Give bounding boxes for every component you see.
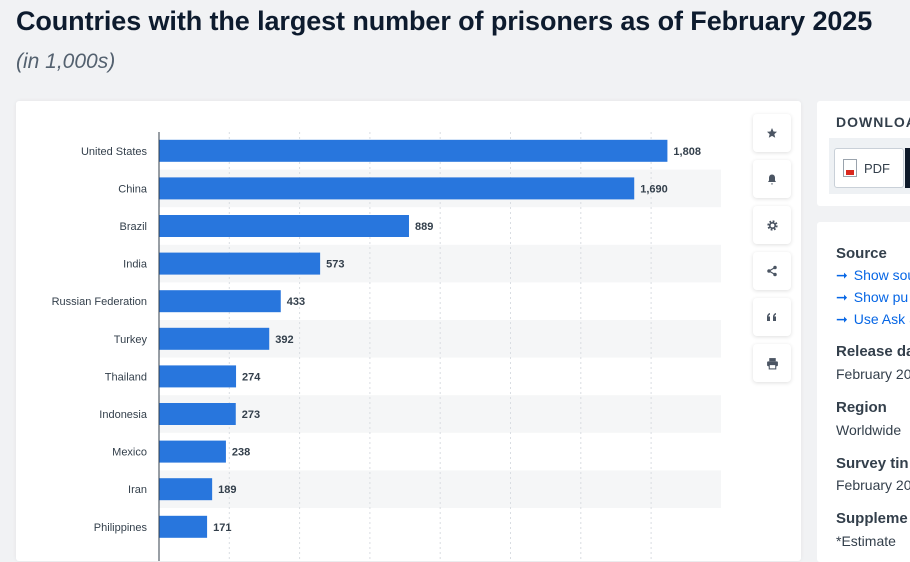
settings-button[interactable] xyxy=(753,206,791,244)
category-label: Indonesia xyxy=(99,409,148,421)
bar xyxy=(159,327,270,350)
show-publisher-link[interactable]: ➞ Show pu xyxy=(836,289,908,306)
notification-button[interactable] xyxy=(753,160,791,198)
show-source-link[interactable]: ➞ Show sou xyxy=(836,267,910,284)
star-icon xyxy=(767,128,777,138)
value-label: 1,808 xyxy=(673,146,701,158)
bar xyxy=(159,290,281,313)
value-label: 238 xyxy=(232,447,250,459)
value-label: 392 xyxy=(275,334,293,346)
favorite-button[interactable] xyxy=(753,114,791,152)
bar xyxy=(159,177,635,200)
category-label: India xyxy=(123,259,148,271)
supplementary-heading: Suppleme xyxy=(836,510,908,527)
bar xyxy=(159,440,226,463)
category-label: Brazil xyxy=(119,221,147,233)
value-label: 573 xyxy=(326,259,344,271)
print-icon xyxy=(766,357,778,369)
value-label: 433 xyxy=(287,296,305,308)
chart-subtitle: (in 1,000s) xyxy=(16,50,116,73)
pdf-file-icon xyxy=(843,159,857,177)
category-label: Turkey xyxy=(114,334,148,346)
release-date-heading: Release da xyxy=(836,343,910,360)
quote-icon xyxy=(767,313,776,321)
link-label: Show pu xyxy=(853,289,909,305)
arrow-right-icon: ➞ xyxy=(836,289,848,305)
bar-chart: United States 1,808 China 1,690 Brazil 889 Ind… xyxy=(52,132,721,561)
pdf-download-button[interactable]: PDF xyxy=(834,148,904,188)
source-heading: Source xyxy=(836,245,887,262)
supplementary-value: *Estimate xyxy=(836,533,896,549)
print-button[interactable] xyxy=(753,344,791,382)
gear-icon xyxy=(766,219,778,231)
bar xyxy=(159,139,668,162)
link-label: Show sou xyxy=(853,267,910,283)
chart-card: United States 1,808 China 1,690 Brazil 889 Ind… xyxy=(16,101,801,561)
bell-icon xyxy=(768,174,776,184)
arrow-right-icon: ➞ xyxy=(836,311,848,327)
category-label: Iran xyxy=(128,484,147,496)
cite-button[interactable] xyxy=(753,298,791,336)
chart-title: Countries with the largest number of pri… xyxy=(16,6,873,36)
share-button[interactable] xyxy=(753,252,791,290)
category-label: China xyxy=(118,183,148,195)
chart-toolbar xyxy=(753,114,791,390)
link-label: Use Ask S xyxy=(853,311,910,327)
ask-statista-link[interactable]: ➞ Use Ask S xyxy=(836,311,910,328)
pdf-label: PDF xyxy=(864,160,890,176)
category-label: Thailand xyxy=(105,371,147,383)
bar xyxy=(159,252,321,275)
category-label: Philippines xyxy=(94,522,148,534)
survey-time-value: February 20 xyxy=(836,477,910,493)
category-label: Mexico xyxy=(112,447,147,459)
bar xyxy=(159,215,409,237)
download-title: DOWNLOA xyxy=(836,114,910,130)
value-label: 1,690 xyxy=(640,183,668,195)
share-icon xyxy=(767,265,777,277)
bar xyxy=(159,365,237,388)
category-label: United States xyxy=(81,146,148,158)
value-label: 189 xyxy=(218,484,236,496)
value-label: 274 xyxy=(242,371,261,383)
arrow-right-icon: ➞ xyxy=(836,267,848,283)
value-label: 273 xyxy=(242,409,260,421)
release-date-value: February 20 xyxy=(836,366,910,382)
category-label: Russian Federation xyxy=(52,296,147,308)
download-panel: DOWNLOA PDF xyxy=(817,101,910,206)
region-value: Worldwide xyxy=(836,422,902,438)
region-heading: Region xyxy=(836,399,887,416)
row-stripe xyxy=(159,470,721,508)
info-panel: Source ➞ Show sou ➞ Show pu ➞ Use Ask S Rel… xyxy=(817,222,910,562)
bar xyxy=(159,478,213,501)
value-label: 171 xyxy=(213,522,231,534)
bar xyxy=(159,515,208,538)
bar xyxy=(159,403,236,425)
download-dark-button[interactable] xyxy=(905,148,910,188)
survey-time-heading: Survey tin xyxy=(836,455,909,472)
value-label: 889 xyxy=(415,221,433,233)
